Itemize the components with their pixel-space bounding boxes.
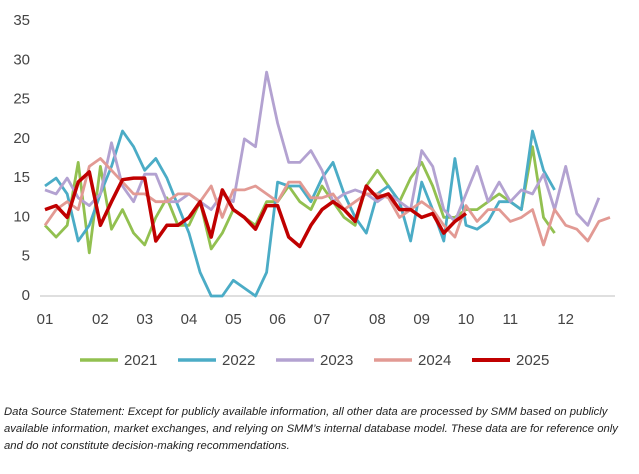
x-tick-label: 07 (314, 311, 331, 328)
legend-label: 2024 (418, 352, 451, 369)
x-tick-label: 10 (458, 311, 475, 328)
y-tick-label: 25 (13, 91, 30, 108)
y-tick-label: 5 (22, 248, 30, 265)
x-tick-label: 05 (225, 311, 242, 328)
series-line (43, 157, 611, 247)
x-tick-label: 01 (37, 311, 54, 328)
x-tick-label: 02 (92, 311, 109, 328)
series-line (44, 170, 468, 249)
x-tick-label: 04 (181, 311, 198, 328)
x-tick-label: 08 (369, 311, 386, 328)
x-tick-label: 06 (269, 311, 286, 328)
y-tick-label: 35 (13, 12, 30, 29)
y-tick-label: 10 (13, 208, 30, 225)
x-tick-label: 09 (413, 311, 430, 328)
legend-label: 2022 (222, 352, 255, 369)
x-tick-label: 12 (557, 311, 574, 328)
series-line (44, 70, 601, 227)
y-tick-label: 30 (13, 51, 30, 68)
series-line (44, 129, 556, 298)
legend-label: 2025 (516, 352, 549, 369)
legend-label: 2023 (320, 352, 353, 369)
x-tick-label: 03 (136, 311, 153, 328)
legend-label: 2021 (124, 352, 157, 369)
x-tick-label: 11 (503, 311, 519, 328)
y-tick-label: 15 (13, 169, 30, 186)
footnote: Data Source Statement: Except for public… (4, 406, 618, 452)
y-tick-label: 20 (13, 130, 30, 147)
y-tick-label: 0 (22, 287, 30, 304)
